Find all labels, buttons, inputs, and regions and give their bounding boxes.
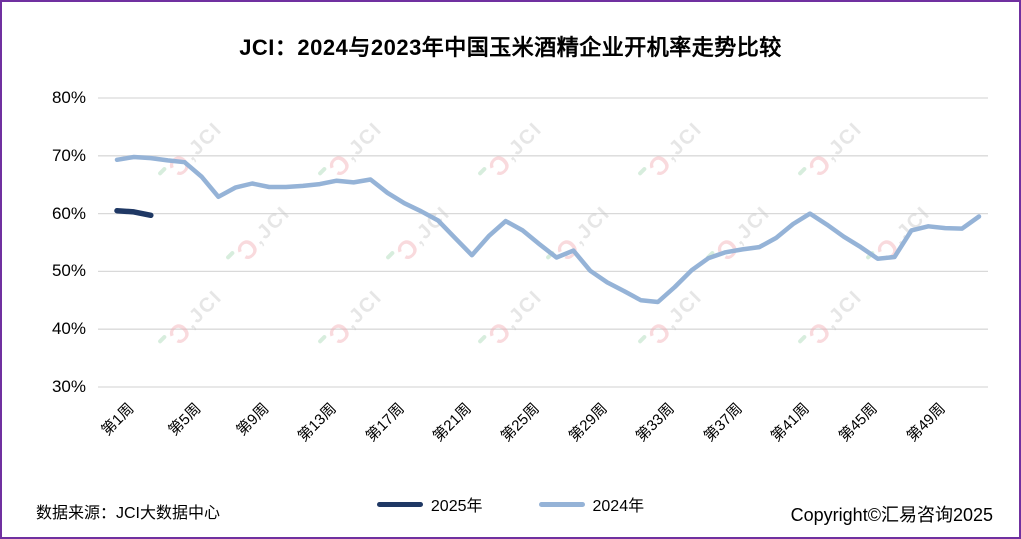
copyright-note: Copyright©汇易咨询2025: [790, 505, 993, 525]
x-axis-label: 第45周: [835, 400, 881, 446]
legend-item-2024: 2024年: [538, 492, 645, 516]
x-axis-label: 第41周: [768, 400, 814, 446]
gridlines: [98, 97, 988, 388]
chart-title: JCI：2024与2023年中国玉米酒精企业开机率走势比较: [239, 35, 782, 60]
y-axis-label: 50%: [51, 261, 86, 281]
legend-item-2025: 2025年: [376, 492, 483, 516]
legend-label-2024: 2024年: [592, 498, 645, 515]
y-axis-label: 70%: [51, 145, 86, 165]
plot-area: Ɔ ‚JCI Ɔ ‚JCI Ɔ ‚JCI Ɔ ‚JCI Ɔ ‚JCI Ɔ ‚JCI Ɔ ‚JCI Ɔ ‚JCI…: [98, 97, 988, 388]
y-axis-label: 40%: [51, 319, 86, 339]
x-axis-label: 第1周: [98, 400, 138, 440]
legend-swatch-2024: [538, 501, 585, 507]
series-line-2025年: [114, 207, 154, 219]
x-axis-label: 第5周: [165, 400, 205, 440]
x-axis-label: 第13周: [294, 400, 340, 446]
legend-swatch-2025: [376, 501, 423, 507]
x-axis-label: 第33周: [632, 400, 679, 446]
legend: 2025年 2024年: [2, 492, 1019, 516]
y-axis-label: 60%: [51, 203, 86, 223]
legend-label-2025: 2025年: [430, 498, 483, 515]
x-axis-label: 第21周: [430, 400, 476, 446]
x-axis-label: 第25周: [497, 400, 543, 446]
data-source-note: 数据来源：JCI大数据中心: [36, 505, 221, 522]
x-axis-label: 第49周: [903, 400, 949, 446]
x-axis-label: 第29周: [565, 400, 611, 446]
y-axis-label: 30%: [51, 377, 86, 396]
x-axis-label: 第37周: [700, 400, 746, 446]
x-axis-label: 第9周: [233, 400, 273, 440]
x-axis-label: 第17周: [362, 400, 408, 446]
y-axis-label: 80%: [51, 88, 86, 107]
series-line-2024年: [114, 154, 982, 305]
series-lines: [114, 154, 982, 305]
